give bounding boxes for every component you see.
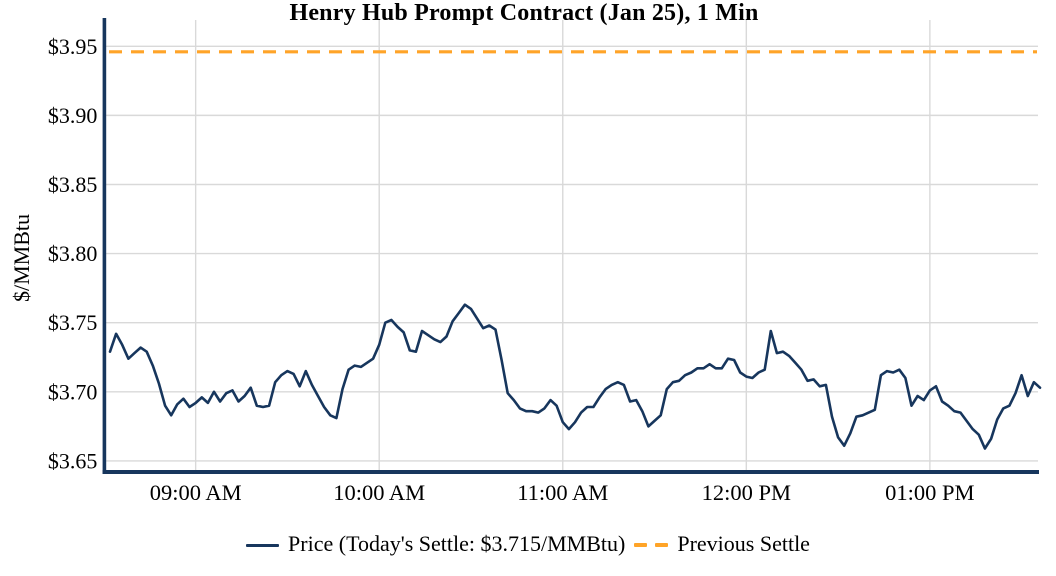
y-tick-label: $3.95	[48, 34, 98, 59]
y-tick-label: $3.70	[48, 379, 98, 404]
chart-title: Henry Hub Prompt Contract (Jan 25), 1 Mi…	[289, 0, 759, 26]
price-legend-label: Price (Today's Settle: $3.715/MMBtu)	[288, 531, 626, 556]
y-tick-label: $3.90	[48, 103, 98, 128]
x-tick-label: 12:00 PM	[702, 480, 791, 505]
y-tick-label: $3.65	[48, 448, 98, 473]
x-tick-label: 11:00 AM	[517, 480, 608, 505]
y-tick-label: $3.80	[48, 241, 98, 266]
x-tick-label: 10:00 AM	[333, 480, 425, 505]
price-line	[108, 303, 1042, 450]
y-tick-label: $3.85	[48, 172, 98, 197]
previous-settle-legend-swatch	[634, 543, 669, 547]
y-tick-label: $3.75	[48, 310, 98, 335]
price-line-legend-swatch	[246, 543, 280, 547]
x-tick-label: 01:00 PM	[885, 480, 974, 505]
previous-settle-legend-label: Previous Settle	[677, 531, 810, 556]
dash-icon	[634, 543, 648, 547]
x-tick-label: 09:00 AM	[150, 480, 242, 505]
dash-icon	[655, 543, 669, 547]
chart-legend: Price (Today's Settle: $3.715/MMBtu) Pre…	[0, 531, 1056, 558]
